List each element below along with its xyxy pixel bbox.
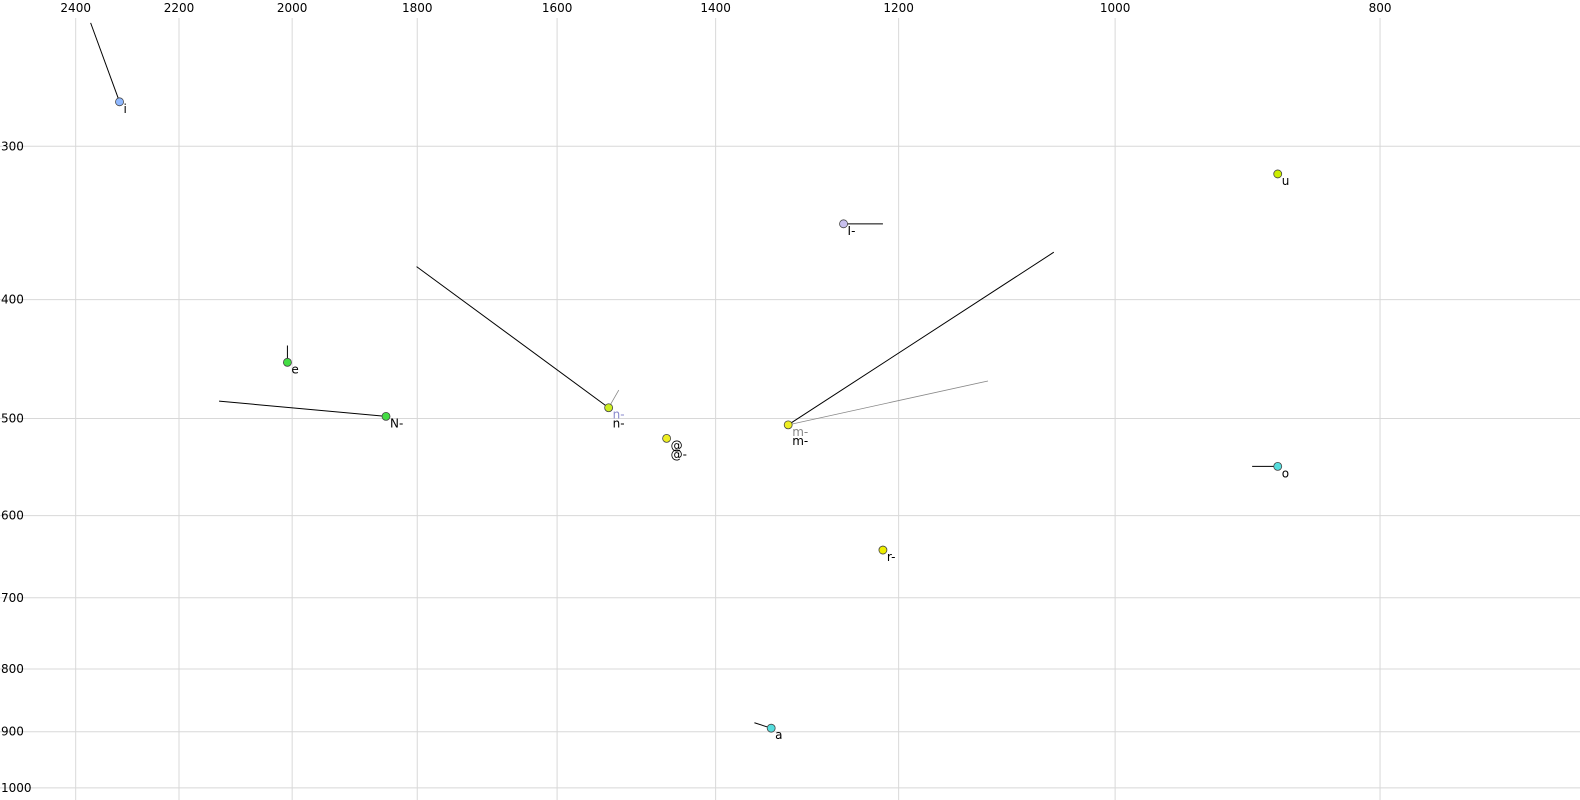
vowel-label: N-	[390, 416, 403, 430]
vowel-point	[283, 357, 292, 367]
trajectory	[787, 251, 1055, 426]
x-tick-label: 1000	[1100, 1, 1131, 15]
y-tick-label: 300	[1, 139, 24, 153]
x-tick-label: 1400	[700, 1, 731, 15]
y-tick-label: 500	[1, 411, 24, 425]
vowel-label: @	[671, 438, 683, 452]
vowel-label: u	[1282, 174, 1290, 188]
vowel-label: o	[1282, 466, 1289, 480]
vowel-label: m-	[792, 434, 808, 448]
vowel-label: i	[124, 102, 127, 116]
trajectory	[219, 400, 387, 417]
vowel-point	[662, 433, 672, 443]
vowel-label: @-	[671, 447, 687, 461]
vowel-point	[604, 403, 614, 413]
vowel-label: n-	[613, 408, 625, 422]
vowel-point	[115, 97, 124, 107]
x-tick-label: 1600	[542, 1, 573, 15]
trajectory	[416, 266, 609, 409]
vowel-point	[1273, 461, 1283, 471]
x-tick-label: 2400	[60, 1, 91, 15]
vowel-point	[839, 219, 848, 229]
vowel-point	[381, 411, 391, 421]
vowel-point	[1273, 169, 1283, 179]
x-tick-label: 2200	[164, 1, 195, 15]
vowel-label: a	[775, 728, 782, 742]
vowel-label: I-	[848, 224, 856, 238]
x-tick-label: 800	[1369, 1, 1392, 15]
vowel-label: r-	[887, 550, 896, 564]
x-tick-label: 2000	[277, 1, 308, 15]
y-tick-label: 1000	[1, 781, 32, 795]
vowel-label: e	[291, 362, 298, 376]
y-tick-label: 800	[1, 662, 24, 676]
y-tick-label: 600	[1, 509, 24, 523]
vowel-point	[783, 420, 793, 430]
x-tick-label: 1200	[883, 1, 914, 15]
vowel-point	[766, 723, 776, 733]
trajectory	[90, 22, 121, 102]
y-tick-label: 700	[1, 591, 24, 605]
y-tick-label: 900	[1, 725, 24, 739]
vowel-label: n-	[613, 417, 625, 431]
vowel-point	[878, 545, 888, 555]
y-tick-label: 400	[1, 293, 24, 307]
trajectory-secondary	[788, 380, 989, 426]
x-tick-label: 1800	[402, 1, 433, 15]
vowel-label: m-	[792, 425, 808, 439]
